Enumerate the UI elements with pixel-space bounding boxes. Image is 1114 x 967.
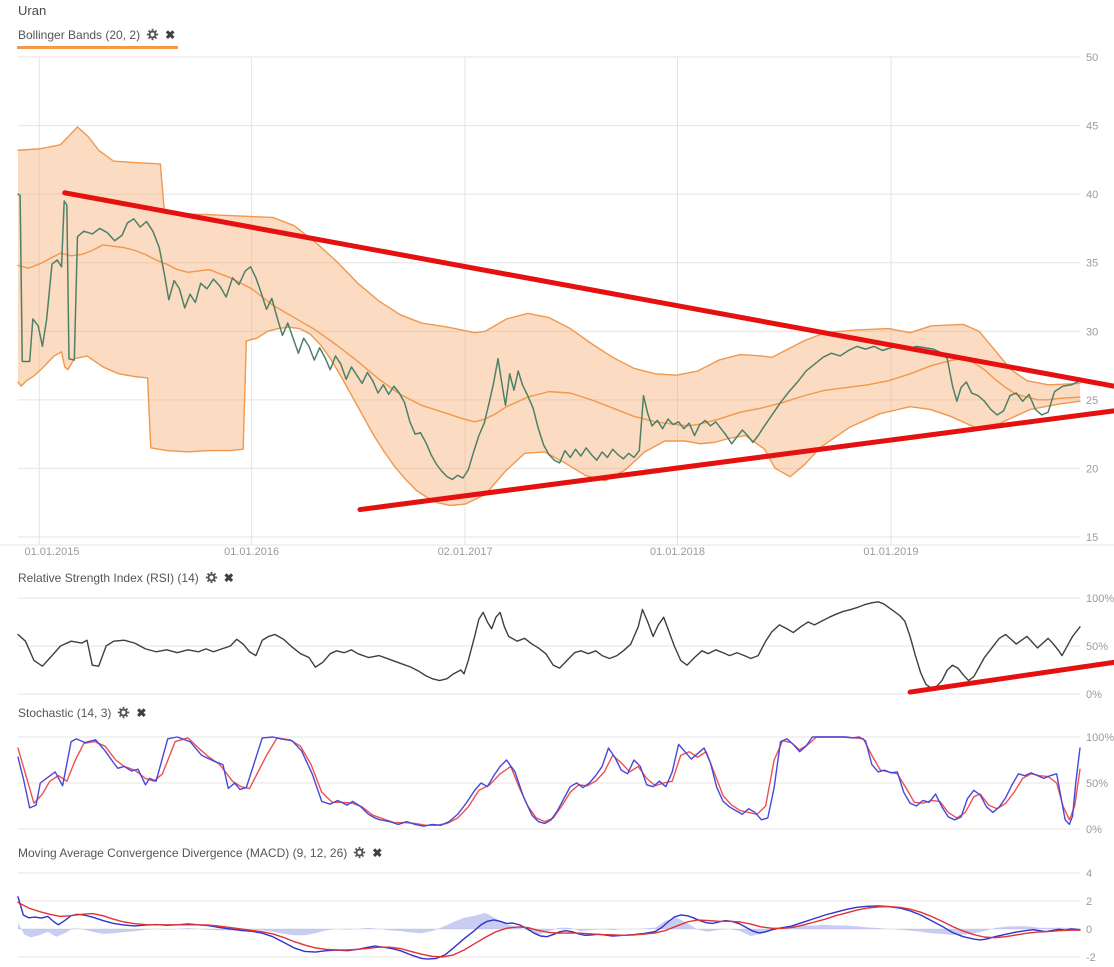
svg-text:01.01.2019: 01.01.2019	[863, 546, 918, 558]
svg-text:50: 50	[1086, 52, 1098, 64]
svg-text:30: 30	[1086, 326, 1098, 338]
svg-text:100%: 100%	[1086, 732, 1114, 744]
close-icon[interactable]: ✖	[223, 570, 234, 585]
gear-icon[interactable]	[146, 28, 159, 41]
macd-chart[interactable]: 4 2 0 -2	[0, 863, 1114, 963]
svg-text:-2: -2	[1086, 952, 1096, 963]
svg-text:2: 2	[1086, 896, 1092, 908]
svg-text:100%: 100%	[1086, 593, 1114, 605]
indicator-row-macd: Moving Average Convergence Divergence (M…	[18, 843, 382, 862]
svg-text:15: 15	[1086, 532, 1098, 544]
close-icon[interactable]: ✖	[136, 705, 147, 720]
indicator-row-rsi: Relative Strength Index (RSI) (14) ✖	[18, 568, 234, 587]
indicator-row-stochastic: Stochastic (14, 3) ✖	[18, 703, 146, 722]
gear-icon[interactable]	[205, 571, 218, 584]
bollinger-label: Bollinger Bands (20, 2)	[18, 27, 141, 42]
close-icon[interactable]: ✖	[372, 845, 383, 860]
svg-text:01.01.2016: 01.01.2016	[224, 546, 279, 558]
svg-text:02.01.2017: 02.01.2017	[438, 546, 493, 558]
svg-text:25: 25	[1086, 395, 1098, 407]
svg-text:01.01.2015: 01.01.2015	[24, 546, 79, 558]
rsi-label: Relative Strength Index (RSI) (14)	[18, 570, 199, 585]
svg-text:35: 35	[1086, 258, 1098, 270]
svg-text:0%: 0%	[1086, 689, 1102, 700]
close-icon[interactable]: ✖	[165, 27, 176, 42]
macd-label: Moving Average Convergence Divergence (M…	[18, 845, 348, 860]
rsi-chart[interactable]: 100% 50% 0%	[0, 588, 1114, 700]
svg-text:45: 45	[1086, 121, 1098, 133]
svg-text:4: 4	[1086, 868, 1092, 880]
svg-text:50%: 50%	[1086, 641, 1108, 653]
svg-text:0: 0	[1086, 924, 1092, 936]
svg-text:50%: 50%	[1086, 778, 1108, 790]
svg-text:40: 40	[1086, 189, 1098, 201]
main-price-chart[interactable]: 50 45 40 35 30 25 20 15 01.01.2015 01.01.2016 02.0…	[0, 50, 1114, 560]
stochastic-chart[interactable]: 100% 50% 0%	[0, 727, 1114, 835]
stochastic-label: Stochastic (14, 3)	[18, 705, 112, 720]
svg-text:01.01.2018: 01.01.2018	[650, 546, 705, 558]
gear-icon[interactable]	[117, 706, 130, 719]
page-title: Uran	[18, 3, 47, 18]
gear-icon[interactable]	[353, 846, 366, 859]
indicator-row-bollinger: Bollinger Bands (20, 2) ✖	[17, 25, 179, 49]
svg-text:20: 20	[1086, 463, 1098, 475]
svg-text:0%: 0%	[1086, 824, 1102, 835]
